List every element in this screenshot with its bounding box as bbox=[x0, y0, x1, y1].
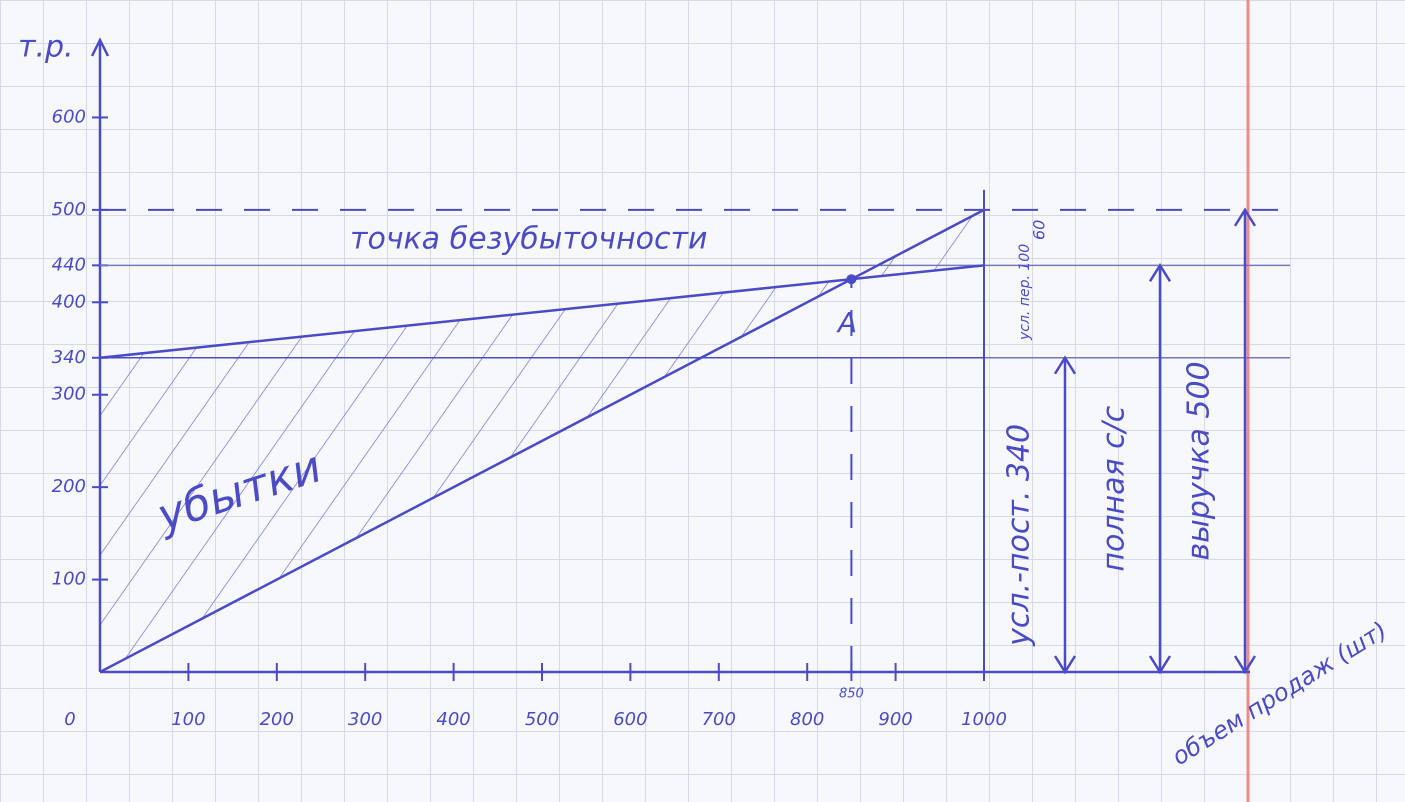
x-tick-label: 700 bbox=[702, 709, 736, 730]
bracket-label: выручка 500 bbox=[1182, 361, 1217, 560]
break-even-label: точка безубыточности bbox=[350, 222, 707, 257]
profit-label: 60 bbox=[1030, 220, 1049, 240]
bracket-head bbox=[1053, 355, 1077, 675]
y-tick-label: 100 bbox=[52, 569, 86, 590]
y-tick-label: 500 bbox=[52, 199, 86, 220]
break-even-point-label: A bbox=[836, 306, 857, 339]
x-tick-label: 500 bbox=[525, 709, 559, 730]
bracket-head bbox=[1233, 207, 1257, 675]
x-axis-label: объем продаж (шт) bbox=[1167, 616, 1392, 771]
bracket-label: полная с/с bbox=[1097, 405, 1132, 571]
series-line bbox=[99, 208, 985, 674]
x-tick-label: 400 bbox=[436, 709, 470, 730]
y-tick-label: 400 bbox=[52, 291, 86, 312]
y-axis-arrow bbox=[90, 37, 110, 57]
bracket-label: усл.-пост. 340 bbox=[1002, 424, 1037, 647]
bracket-head bbox=[1148, 262, 1172, 675]
x-tick-label: 600 bbox=[613, 709, 647, 730]
y-tick-label: 600 bbox=[52, 106, 86, 127]
x-tick-label: 850 bbox=[839, 687, 864, 702]
y-tick-label: 200 bbox=[52, 476, 86, 497]
break-even-point bbox=[846, 274, 857, 285]
x-tick-label: 100 bbox=[171, 709, 205, 730]
x-tick-label: 800 bbox=[790, 709, 824, 730]
y-axis-label: т.р. bbox=[18, 30, 74, 65]
x-tick-label: 1000 bbox=[961, 709, 1007, 730]
y-tick-label: 300 bbox=[52, 384, 86, 405]
y-tick-label: 440 bbox=[52, 254, 86, 275]
variable-cost-label: усл. пер. 100 bbox=[1017, 244, 1033, 341]
series-line bbox=[99, 264, 985, 360]
x-tick-label: 0 bbox=[64, 709, 75, 730]
y-tick-label: 340 bbox=[52, 347, 86, 368]
x-tick-label: 200 bbox=[260, 709, 294, 730]
x-tick-label: 300 bbox=[348, 709, 382, 730]
x-tick-label: 900 bbox=[878, 709, 912, 730]
